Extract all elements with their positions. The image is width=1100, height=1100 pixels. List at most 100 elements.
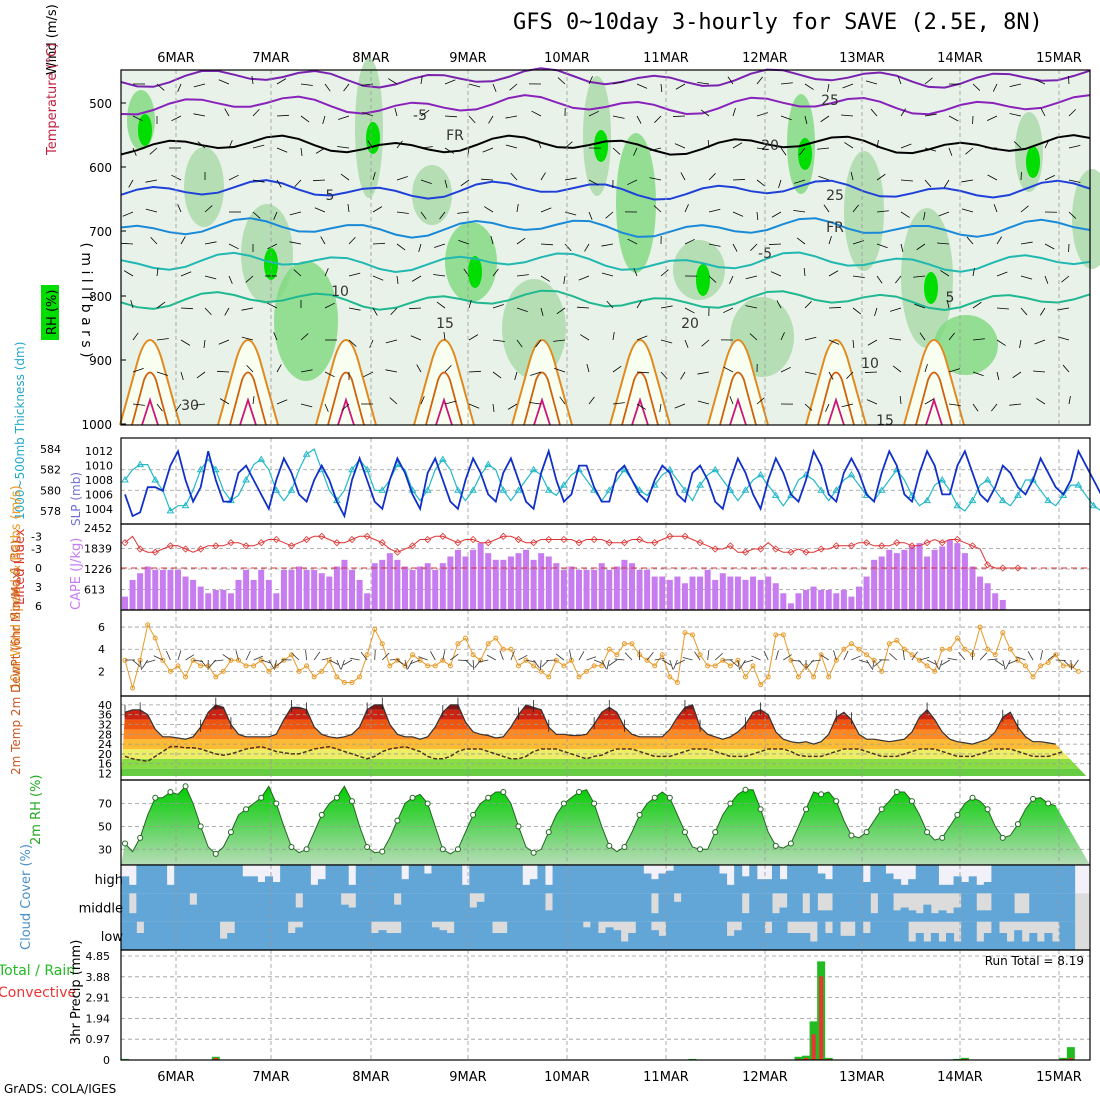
temp-contour-minus5 xyxy=(120,94,1091,116)
cloud-low-bar xyxy=(809,941,818,950)
contour-label-10: 10 xyxy=(861,356,879,372)
wind-barb xyxy=(273,211,278,220)
wind-speed-marker xyxy=(599,663,605,669)
wind-barb xyxy=(659,403,662,413)
cloud-middle-bar xyxy=(302,893,311,922)
cape-bar xyxy=(530,559,537,610)
wind-barb xyxy=(948,403,961,407)
li-marker xyxy=(726,542,734,550)
cloud-low-bar xyxy=(840,935,849,950)
cloud-low-bar xyxy=(832,921,841,950)
surface-wind-barb xyxy=(478,659,489,663)
cloud-low-bar xyxy=(257,921,266,950)
thickness-marker xyxy=(469,486,477,493)
wind-barb xyxy=(756,147,769,151)
cloud-middle-bar xyxy=(151,893,160,922)
wind-speed-marker xyxy=(750,663,756,669)
surface-wind-barb xyxy=(442,650,446,661)
wind-speed-marker xyxy=(1060,663,1066,669)
rh-core-16 xyxy=(1026,146,1040,178)
wind-barb xyxy=(245,275,254,283)
cloud-low-bar xyxy=(181,921,190,950)
date-label-top-8MAR: 8MAR xyxy=(352,51,389,66)
li-marker xyxy=(499,532,507,540)
wind-barb xyxy=(444,79,456,85)
cloud-low-bar xyxy=(522,921,531,950)
wind-barb xyxy=(252,395,255,405)
cloud-high-bar xyxy=(219,865,228,894)
cape-bar xyxy=(628,563,635,610)
wind-speed-marker xyxy=(213,674,219,680)
precip-convective-bar xyxy=(1068,1057,1073,1060)
wind-speed-marker xyxy=(780,632,786,638)
wind-barb xyxy=(300,115,310,123)
cloud-high-bar xyxy=(1051,865,1061,894)
li-marker xyxy=(378,539,386,547)
cape-bar xyxy=(992,593,999,610)
wind-barb xyxy=(828,339,840,345)
cloud-high-bar xyxy=(635,865,644,894)
cloud-middle-bar xyxy=(1051,893,1061,922)
wind-barb xyxy=(156,403,163,412)
wind-barb xyxy=(175,403,182,412)
cloud-high-bar xyxy=(423,873,432,894)
li-tick-0: -3 xyxy=(31,530,42,543)
surface-wind-barb xyxy=(407,659,413,670)
cloud-high-bar xyxy=(1036,865,1045,894)
precip-convective-bar xyxy=(819,976,824,1060)
cape-bar xyxy=(742,579,749,610)
cape-bar xyxy=(538,553,545,610)
cloud-high-bar xyxy=(794,865,803,894)
thickness-marker xyxy=(151,476,160,483)
wind-barb xyxy=(420,146,433,149)
cloud-middle-bar xyxy=(961,893,970,922)
wind-barb xyxy=(171,115,182,122)
li-axis-title: Lifted Index xyxy=(13,528,28,605)
wind-barb xyxy=(363,371,374,378)
wind-barb xyxy=(919,332,926,341)
cape-bar xyxy=(386,553,393,610)
precip-tick-0.97: 0.97 xyxy=(86,1033,111,1046)
wind-barb xyxy=(660,83,663,93)
wind-barb xyxy=(916,243,926,251)
wind-barb xyxy=(482,147,494,153)
date-label-bottom-13MAR: 13MAR xyxy=(839,1070,885,1085)
cloud-middle-bar xyxy=(650,913,659,922)
wind-barb xyxy=(156,371,168,376)
wind-barb xyxy=(870,108,878,117)
cloud-high-bar xyxy=(605,865,614,894)
rh-core-6 xyxy=(468,256,482,288)
wind-barb xyxy=(842,83,854,89)
cloud-high-bar xyxy=(249,876,258,894)
wind-barb xyxy=(899,395,902,405)
cloud-high-bar xyxy=(824,879,834,894)
wind-barb xyxy=(660,305,673,309)
surface-wind-barb xyxy=(820,654,829,661)
thickness-marker xyxy=(272,486,281,493)
thickness-marker xyxy=(696,481,704,488)
cloud-high-bar xyxy=(582,865,591,894)
cloud-low-bar xyxy=(998,933,1008,950)
cape-bar xyxy=(818,589,825,610)
wind-speed-marker xyxy=(508,646,514,652)
li-marker xyxy=(999,564,1007,572)
precip-tick-0: 0 xyxy=(103,1054,110,1067)
surface-wind-barb xyxy=(811,659,822,662)
cloud-low-bar xyxy=(363,921,372,950)
cloud-low-bar xyxy=(885,921,894,950)
cloud-high-bar xyxy=(552,865,561,894)
wind-barb xyxy=(300,147,303,157)
surface-wind-barb xyxy=(525,659,536,663)
cloud-middle-bar xyxy=(484,893,493,922)
cloud-middle-bar xyxy=(726,893,735,922)
precip-convective-bar xyxy=(213,1057,218,1060)
cloud-middle-bar xyxy=(688,893,697,922)
li-marker xyxy=(787,548,795,556)
chart-title: GFS 0~10day 3-hourly for SAVE (2.5E, 8N) xyxy=(513,10,1043,35)
rh-marker xyxy=(818,791,825,798)
wind-speed-marker xyxy=(387,663,393,669)
wind-barb xyxy=(938,211,950,217)
wind-barb xyxy=(531,110,542,117)
wind-speed-marker xyxy=(697,652,703,658)
wind-barb xyxy=(701,339,710,347)
